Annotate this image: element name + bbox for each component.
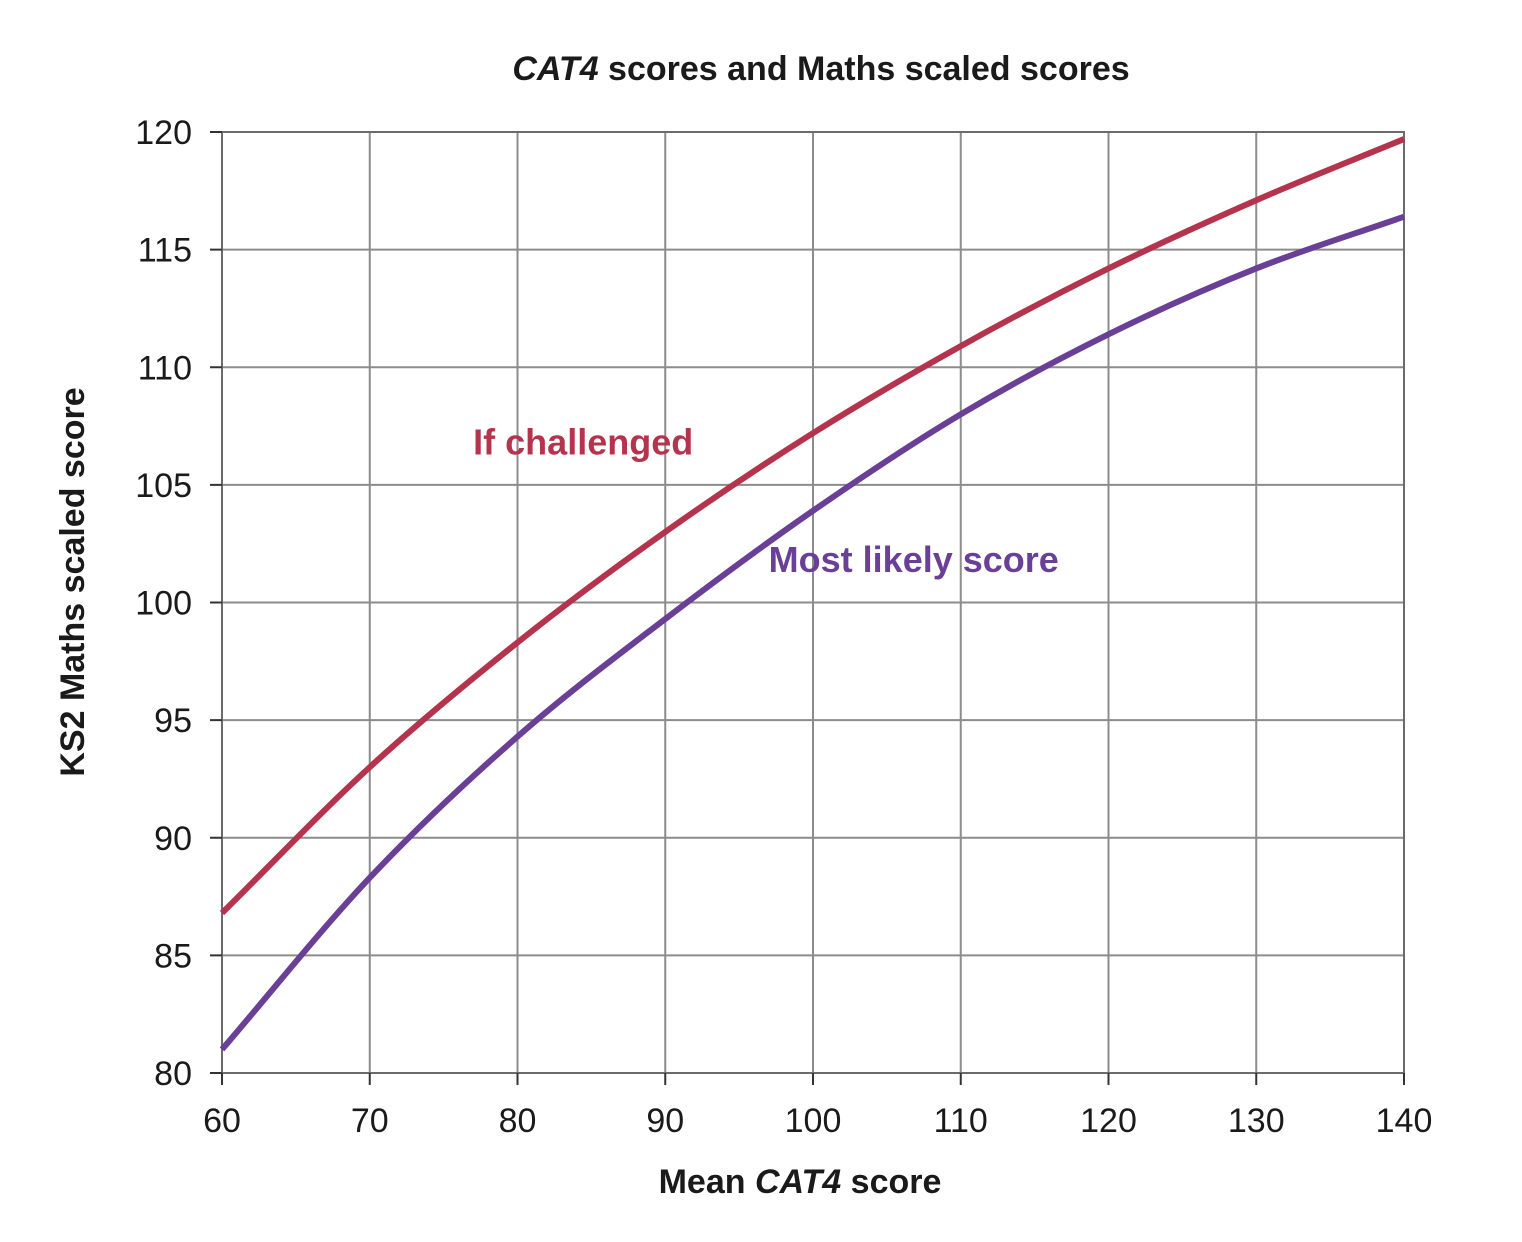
- y-tick-label: 90: [154, 820, 192, 858]
- x-axis-title-prefix: Mean: [659, 1163, 755, 1201]
- x-tick-label: 140: [1376, 1102, 1433, 1140]
- y-tick-label: 95: [154, 702, 192, 740]
- y-axis-title: KS2 Maths scaled score: [54, 387, 92, 776]
- series-line-most-likely-score: [219, 213, 1405, 1052]
- x-axis-title-suffix: score: [841, 1163, 941, 1201]
- y-tick-label: 110: [138, 349, 192, 387]
- chart-title-rest: scores and Maths scaled scores: [599, 50, 1130, 88]
- x-tick-label: 80: [499, 1102, 537, 1140]
- y-tick-label: 100: [135, 585, 192, 623]
- x-tick-label: 130: [1228, 1102, 1285, 1140]
- y-tick-label: 105: [135, 467, 192, 505]
- series-label-most-likely-score: Most likely score: [769, 539, 1059, 580]
- series-label-if-challenged: If challenged: [473, 421, 693, 462]
- series-labels: If challenged Most likely score: [473, 421, 1059, 580]
- y-tick-label: 85: [154, 937, 192, 975]
- chart-title-italic: CAT4: [512, 50, 598, 88]
- x-tick-label: 120: [1080, 1102, 1137, 1140]
- axis-ticks: 60 70 80 90 100 110 120 130 140 80 85 90 95 100 105 110…: [135, 114, 1432, 1140]
- x-tick-label: 110: [934, 1102, 988, 1140]
- series-line-if-challenged: [219, 136, 1406, 916]
- chart-title: CAT4 scores and Maths scaled scores: [512, 50, 1129, 88]
- gridlines: [221, 131, 1405, 1074]
- y-tick-label: 80: [154, 1055, 192, 1093]
- x-tick-label: 70: [351, 1102, 389, 1140]
- series-lines: [219, 136, 1406, 1052]
- y-tick-label: 120: [135, 114, 192, 152]
- y-tick-label: 115: [138, 232, 192, 270]
- x-axis-title-italic: CAT4: [755, 1163, 841, 1201]
- x-tick-label: 100: [785, 1102, 842, 1140]
- x-tick-label: 90: [646, 1102, 684, 1140]
- x-axis-title: Mean CAT4 score: [659, 1163, 942, 1201]
- x-tick-label: 60: [203, 1102, 241, 1140]
